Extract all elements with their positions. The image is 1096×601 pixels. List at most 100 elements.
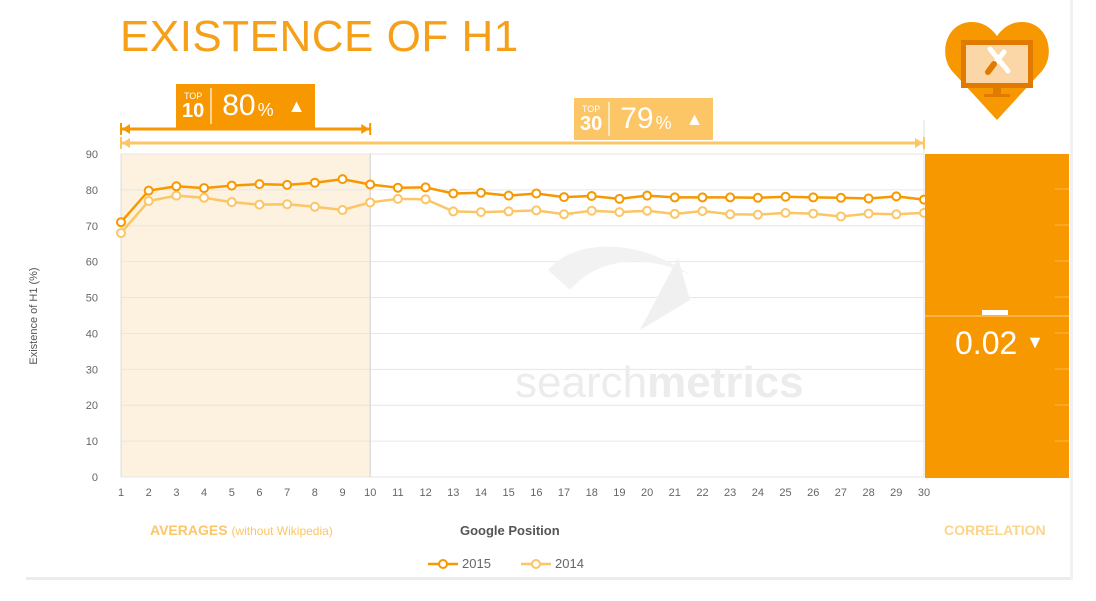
series: [116, 174, 929, 238]
series-2015-point: [199, 183, 210, 194]
corr-bar: [982, 310, 1008, 315]
svg-text:searchmetrics: searchmetrics: [515, 358, 804, 407]
series-2014-point: [171, 190, 182, 201]
y-tick-label: 10: [86, 436, 98, 448]
series-2014-point: [835, 211, 846, 222]
series-2014-point: [725, 209, 736, 220]
series-2014-point: [365, 197, 376, 208]
x-tick-label: 21: [669, 487, 681, 499]
series-2014-point: [116, 227, 126, 238]
series-2015-point: [780, 191, 791, 202]
x-tick-label: 5: [229, 487, 235, 499]
correlation-label: CORRELATION: [944, 522, 1046, 538]
top10-value: 80% ▲: [212, 84, 315, 128]
monitor-stand: [993, 88, 1001, 94]
x-tick-label: 23: [724, 487, 736, 499]
top10-number: 80: [222, 89, 256, 122]
top10-unit: %: [257, 99, 274, 120]
series-2015-point: [752, 192, 763, 203]
series-2015-point: [420, 182, 431, 193]
correlation-ticks: [925, 188, 1069, 442]
x-tick-label: 9: [339, 487, 345, 499]
series-2014-point: [199, 192, 210, 203]
x-tick-label: 6: [256, 487, 262, 499]
x-tick-label: 13: [447, 487, 459, 499]
right-border: [1070, 0, 1073, 580]
monitor-base: [984, 94, 1010, 97]
x-tick-label: 8: [312, 487, 318, 499]
x-tick-label: 15: [503, 487, 515, 499]
x-tick-label: 26: [807, 487, 819, 499]
x-tick-label: 7: [284, 487, 290, 499]
averages-label: AVERAGES (without Wikipedia): [150, 522, 333, 538]
series-2015-point: [614, 193, 625, 204]
y-tick-label: 60: [86, 257, 98, 269]
y-tick-label: 20: [86, 400, 98, 412]
series-2015-point: [365, 179, 376, 190]
x-tick-label: 29: [890, 487, 902, 499]
x-tick-label: 14: [475, 487, 487, 499]
y-tick-label: 40: [86, 328, 98, 340]
series-2015-point: [503, 190, 514, 201]
series-2015-point: [226, 180, 237, 191]
x-tick-label: 25: [779, 487, 791, 499]
series-2014-point: [642, 205, 653, 216]
series-2015-point: [891, 191, 902, 202]
page-title: EXISTENCE OF H1: [120, 12, 519, 61]
series-2015-point: [863, 193, 874, 204]
top30-badge: TOP 30 79% ▲: [574, 98, 714, 140]
series-2014-point: [282, 199, 293, 210]
legend-item-2014[interactable]: 2014: [521, 556, 584, 571]
series-2014-point: [697, 206, 708, 217]
down-arrow-icon: ▼: [1026, 332, 1044, 352]
badge-separator: [210, 88, 213, 124]
x-tick-label: 10: [364, 487, 376, 499]
averages-title: AVERAGES: [150, 522, 228, 538]
top30-bracket-right-arrow: [915, 138, 923, 148]
x-tick-label: 3: [173, 487, 179, 499]
series-2015-point: [835, 192, 846, 203]
series-2015-point: [254, 179, 265, 190]
series-2014-point: [808, 208, 819, 219]
legend-swatch-2015: [428, 558, 458, 569]
legend-item-2015[interactable]: 2015: [428, 556, 491, 571]
series-2015-point: [116, 217, 126, 228]
series-2014-point: [420, 194, 431, 205]
series-2014-point: [752, 209, 763, 220]
top30-label: TOP 30: [574, 98, 608, 140]
y-tick-label: 70: [86, 221, 98, 233]
series-2014-point: [586, 205, 597, 216]
series-2014-point: [863, 208, 874, 219]
x-tick-label: 19: [613, 487, 625, 499]
x-axis-title: Google Position: [460, 523, 560, 538]
series-2014-point: [448, 206, 459, 217]
averages-subtitle: (without Wikipedia): [231, 524, 333, 538]
x-tick-label: 28: [862, 487, 874, 499]
top10-bracket-left-arrow: [122, 124, 130, 134]
series-2014-point: [254, 199, 265, 210]
x-tick-label: 30: [918, 487, 930, 499]
series-2015-point: [808, 192, 819, 203]
legend-swatch-2014: [521, 558, 551, 569]
series-2015-point: [642, 190, 653, 201]
top10-label: TOP 10: [176, 84, 210, 128]
y-tick-label: 80: [86, 185, 98, 197]
series-2015-point: [531, 188, 542, 199]
y-axis-title: Existence of H1 (%): [28, 267, 40, 365]
series-2015-point: [171, 181, 182, 192]
top10-label-small: TOP: [183, 90, 203, 101]
x-tick-label: 27: [835, 487, 847, 499]
watermark-swoosh: [548, 246, 690, 290]
series-2015-point: [337, 174, 348, 185]
correlation-value: 0.02 ▼: [955, 325, 1044, 362]
top30-number: 79: [620, 102, 654, 135]
series-2015-point: [392, 182, 403, 193]
series-2014-point: [891, 209, 902, 220]
series-2015-point: [309, 177, 320, 188]
x-tick-label: 24: [752, 487, 764, 499]
series-2015-point: [448, 188, 459, 199]
series-2015-point: [475, 187, 486, 198]
up-arrow-icon: ▲: [685, 108, 704, 129]
